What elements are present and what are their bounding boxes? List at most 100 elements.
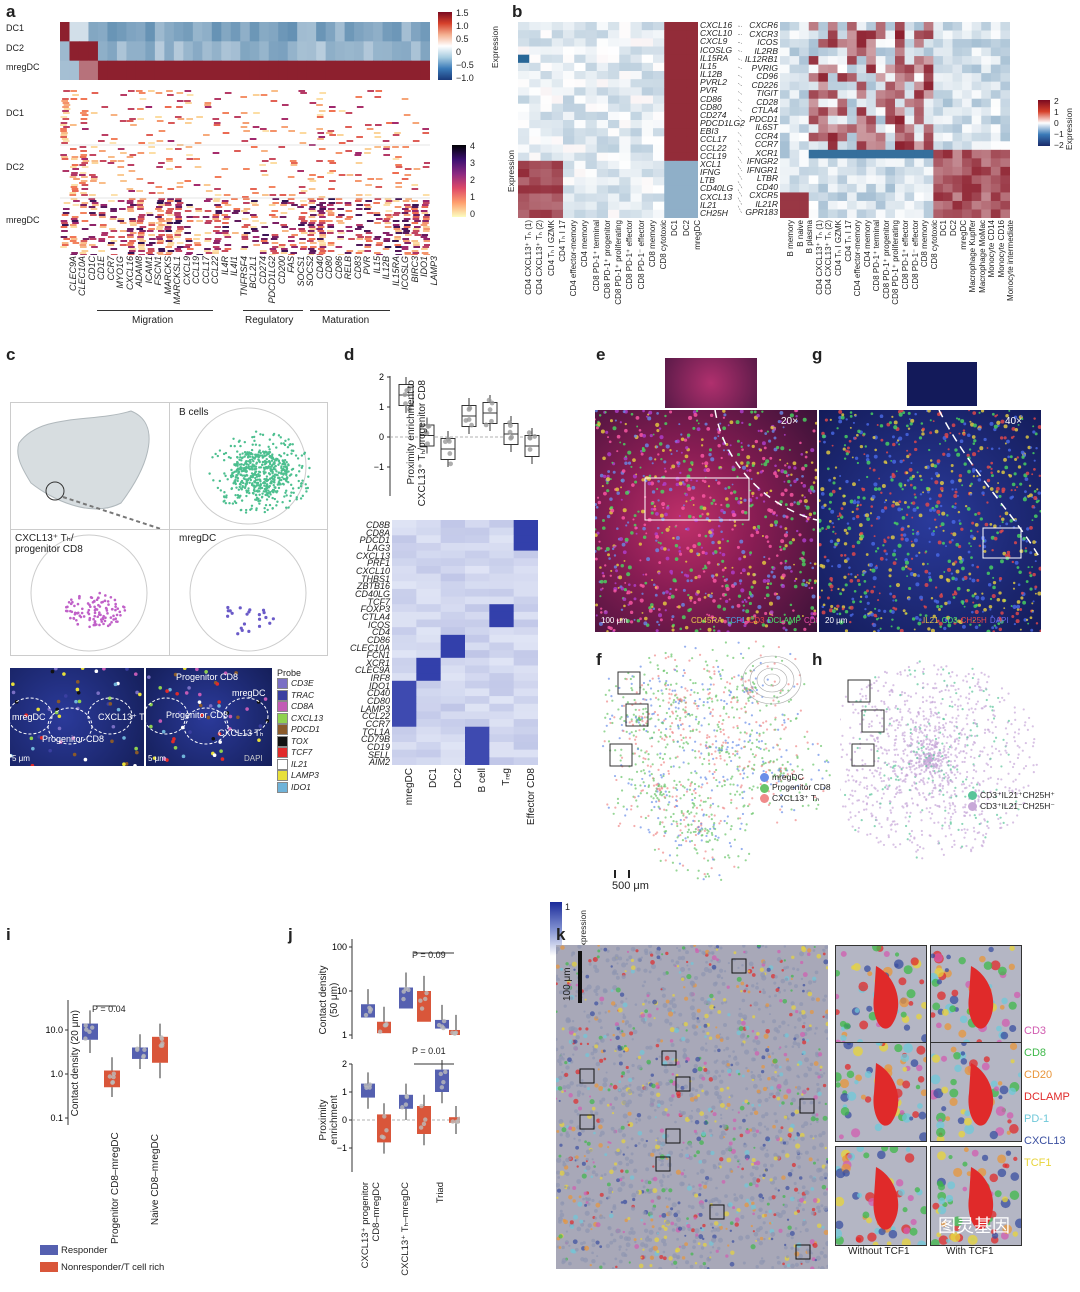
heatmap-cell — [202, 61, 212, 80]
heatmap-cell — [465, 704, 490, 712]
heatmap-cell — [489, 696, 514, 704]
legend-tick: 1 — [470, 192, 475, 202]
fluorescence-dot — [681, 506, 685, 510]
fluorescence-dot — [705, 423, 708, 426]
fluorescence-dot — [1027, 566, 1029, 568]
fluorescence-dot — [952, 520, 956, 524]
heatmap-cell — [981, 22, 991, 31]
fluorescence-dot — [884, 501, 886, 503]
fluorescence-dot — [1029, 571, 1032, 574]
heatmap-cell — [128, 90, 135, 92]
heatmap-cell — [423, 194, 430, 196]
fluorescence-dot — [1012, 483, 1016, 487]
heatmap-cell — [317, 176, 324, 178]
heatmap-cell — [373, 202, 380, 204]
b-cell-point — [232, 502, 234, 504]
heatmap-cell — [101, 234, 108, 236]
heatmap-cell — [204, 248, 211, 250]
fluorescence-dot — [757, 525, 760, 528]
heatmap-cell — [395, 250, 402, 252]
heatmap-cell — [214, 220, 221, 222]
heatmap-cell — [953, 158, 963, 167]
fluorescence-dot — [620, 486, 622, 488]
heatmap-cell — [529, 153, 541, 162]
fluorescence-dot — [1022, 601, 1026, 605]
heatmap-cell — [866, 73, 876, 82]
heatmap-cell — [110, 208, 117, 210]
heatmap-cell — [79, 22, 89, 42]
fluorescence-dot — [871, 412, 874, 415]
heatmap-cell — [136, 41, 146, 61]
heatmap-cell — [809, 201, 819, 210]
fluorescence-dot — [781, 584, 785, 588]
heatmap-cell — [780, 39, 790, 48]
heatmap-cell — [367, 128, 374, 130]
fluorescence-dot — [672, 628, 675, 631]
heatmap-cell — [212, 218, 219, 220]
heatmap-cell — [138, 234, 145, 236]
fluorescence-dot — [616, 450, 618, 452]
heatmap-cell — [221, 214, 228, 216]
heatmap-cell — [196, 210, 203, 212]
fluorescence-dot — [702, 494, 706, 498]
fluorescence-dot — [1031, 496, 1033, 498]
heatmap-cell — [110, 142, 117, 144]
heatmap-cell — [413, 218, 420, 220]
heatmap-cell — [411, 240, 418, 242]
heatmap-cell — [383, 22, 393, 42]
heatmap-cell — [79, 182, 86, 184]
heatmap-cell — [597, 30, 609, 39]
b-cell-point — [230, 469, 232, 471]
gene-label-bcl2l1: BCL2L1 — [248, 256, 258, 316]
heatmap-cell — [110, 216, 117, 218]
fluorescence-dot — [675, 557, 679, 561]
connector-line — [738, 189, 742, 196]
heatmap-cell — [687, 153, 698, 162]
fluorescence-dot — [813, 481, 816, 484]
heatmap-cell — [489, 551, 514, 559]
heatmap-cell — [518, 153, 530, 162]
heatmap-cell — [631, 161, 643, 170]
b-cell-point — [244, 441, 246, 443]
heatmap-cell — [414, 220, 421, 222]
b-cell-point — [236, 465, 238, 467]
cxcl13-point — [106, 612, 109, 615]
heatmap-cell — [176, 250, 183, 252]
heatmap-cell — [924, 73, 934, 82]
heatmap-cell — [89, 212, 96, 214]
heatmap-cell — [205, 238, 212, 240]
fluorescence-dot — [722, 576, 724, 578]
heatmap-cell — [71, 252, 78, 254]
heatmap-cell — [664, 87, 676, 96]
heatmap-cell — [223, 132, 230, 134]
fluorescence-dot — [819, 519, 822, 523]
heatmap-cell — [80, 212, 87, 214]
fluorescence-dot — [770, 523, 774, 527]
heatmap-cell — [687, 30, 698, 39]
probe-legend-item: PDCD1 — [277, 724, 357, 736]
fluorescence-dot — [1027, 495, 1030, 498]
heatmap-cell — [953, 116, 963, 125]
heatmap-cell — [608, 161, 620, 170]
heatmap-cell — [465, 719, 490, 727]
heatmap-cell — [664, 153, 676, 162]
heatmap-cell — [933, 192, 943, 201]
heatmap-cell — [563, 169, 575, 178]
fluorescence-dot — [690, 461, 693, 464]
heatmap-cell — [319, 110, 326, 112]
heatmap-cell — [402, 208, 409, 210]
heatmap-cell — [687, 63, 698, 72]
heatmap-cell — [83, 238, 90, 240]
heatmap-cell — [326, 61, 336, 80]
heatmap-cell — [241, 210, 248, 212]
heatmap-cell — [514, 696, 538, 704]
column-label: Tᵣₑg — [501, 768, 512, 838]
heatmap-cell — [653, 185, 665, 194]
heatmap-cell — [139, 248, 146, 250]
heatmap-cell — [374, 96, 381, 98]
heatmap-cell — [319, 236, 326, 238]
heatmap-cell — [223, 234, 230, 236]
probe-dot — [134, 747, 138, 751]
fluorescence-dot — [595, 603, 598, 606]
heatmap-cell — [375, 198, 382, 200]
